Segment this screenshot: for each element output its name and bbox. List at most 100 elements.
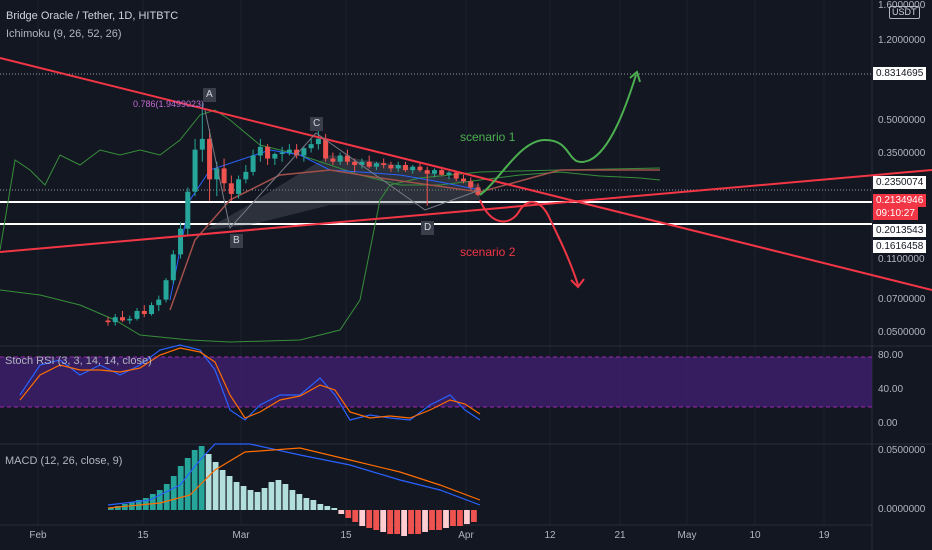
candle-body — [105, 320, 111, 323]
macd-bar — [240, 486, 247, 510]
macd-bar — [282, 484, 289, 510]
macd-bar — [422, 510, 428, 532]
candle — [272, 152, 278, 165]
macd-bar — [275, 480, 282, 510]
candle — [243, 164, 249, 184]
macd-bar — [429, 510, 435, 530]
macd-bar — [247, 490, 254, 510]
candle-body — [417, 166, 423, 171]
scenario-2-arrow — [570, 278, 585, 289]
candle-body — [250, 155, 256, 172]
macd-bar — [121, 504, 128, 510]
price-tick: 0.0700000 — [878, 294, 926, 305]
macd-bar — [408, 510, 414, 534]
candle — [294, 144, 300, 159]
candle — [381, 158, 387, 169]
candle — [301, 146, 307, 162]
candle-body — [439, 170, 445, 175]
candle — [359, 158, 365, 169]
candle-body — [395, 164, 401, 169]
candle-body — [286, 149, 292, 153]
macd-bar — [219, 470, 226, 510]
candle — [228, 175, 234, 201]
price-tick: 0.0500000 — [878, 327, 926, 338]
candle — [453, 171, 459, 182]
macd-bar — [436, 510, 442, 530]
wave-label-b: B — [230, 234, 243, 248]
scenario-1-path — [479, 74, 637, 196]
candle-body — [381, 163, 387, 165]
macd-label[interactable]: MACD (12, 26, close, 9) — [5, 455, 123, 467]
date-tick: 19 — [818, 530, 830, 541]
scenario-2-label: scenario 2 — [460, 245, 516, 259]
price-tick: 1.6000000 — [878, 0, 926, 11]
macd-bar — [457, 510, 463, 526]
candle — [149, 302, 155, 316]
macd-bar — [114, 506, 121, 510]
price-tick: 0.1100000 — [878, 254, 925, 265]
candle-body — [156, 299, 162, 306]
candle — [308, 138, 314, 153]
price-tag: 0.2350074 — [873, 176, 927, 189]
candle — [286, 144, 292, 156]
macd-bar — [317, 504, 324, 510]
candle — [178, 222, 184, 259]
date-tick: Feb — [29, 530, 47, 541]
wave-triangle — [205, 155, 480, 230]
candle — [344, 149, 350, 165]
macd-bar — [310, 500, 317, 510]
leading-span-a — [0, 109, 661, 251]
macd-bar — [289, 490, 296, 510]
candle — [431, 168, 437, 178]
signal-line — [107, 447, 481, 509]
candle — [185, 187, 191, 236]
stoch-rsi-label[interactable]: Stoch RSI (3, 3, 14, 14, close) — [5, 355, 152, 367]
candle — [417, 163, 423, 172]
macd-bar — [212, 462, 219, 510]
macd-bar — [471, 510, 477, 522]
candle-body — [453, 172, 459, 179]
candle-body — [221, 168, 227, 184]
candle-body — [388, 164, 394, 169]
candle-body — [170, 254, 176, 281]
date-tick: 12 — [544, 530, 556, 541]
candle-body — [373, 163, 379, 167]
candle — [236, 175, 242, 199]
scenario-1-arrow — [629, 70, 641, 83]
candle — [265, 144, 271, 165]
date-tick: 10 — [749, 530, 761, 541]
leading-span-b — [0, 167, 661, 343]
macd-bar — [177, 466, 184, 510]
descending-trendline — [0, 57, 932, 291]
currency-unit[interactable]: USDT — [889, 6, 920, 19]
ascending-trendline — [0, 169, 932, 253]
macd-bar — [156, 490, 163, 510]
macd-bar — [170, 476, 177, 510]
candle — [112, 314, 118, 326]
candle-body — [199, 138, 205, 150]
stoch-tick: 80.00 — [878, 350, 904, 361]
macd-bar — [464, 510, 470, 524]
candle-body — [359, 161, 365, 165]
countdown-tag: 09:10:27 — [873, 207, 918, 220]
candle — [402, 161, 408, 172]
price-tag: 0.1616458 — [873, 240, 927, 253]
chart-title: Bridge Oracle / Tether, 1D, HITBTC — [6, 10, 179, 22]
candle-body — [337, 155, 343, 162]
macd-bar — [149, 494, 156, 510]
stoch-band — [0, 357, 872, 407]
candle-body — [185, 191, 191, 229]
ichimoku-label[interactable]: Ichimoku (9, 26, 52, 26) — [6, 28, 122, 40]
scenario-1-label: scenario 1 — [460, 130, 516, 144]
candle-body — [344, 155, 350, 162]
candle-body — [141, 310, 147, 315]
candle-body — [272, 153, 278, 159]
candle-body — [228, 183, 234, 194]
candle-body — [308, 144, 314, 149]
price-tick: 0.5000000 — [878, 115, 926, 126]
date-tick: 15 — [340, 530, 352, 541]
candle — [250, 149, 256, 176]
candle — [127, 315, 133, 324]
macd-bar — [163, 484, 170, 510]
